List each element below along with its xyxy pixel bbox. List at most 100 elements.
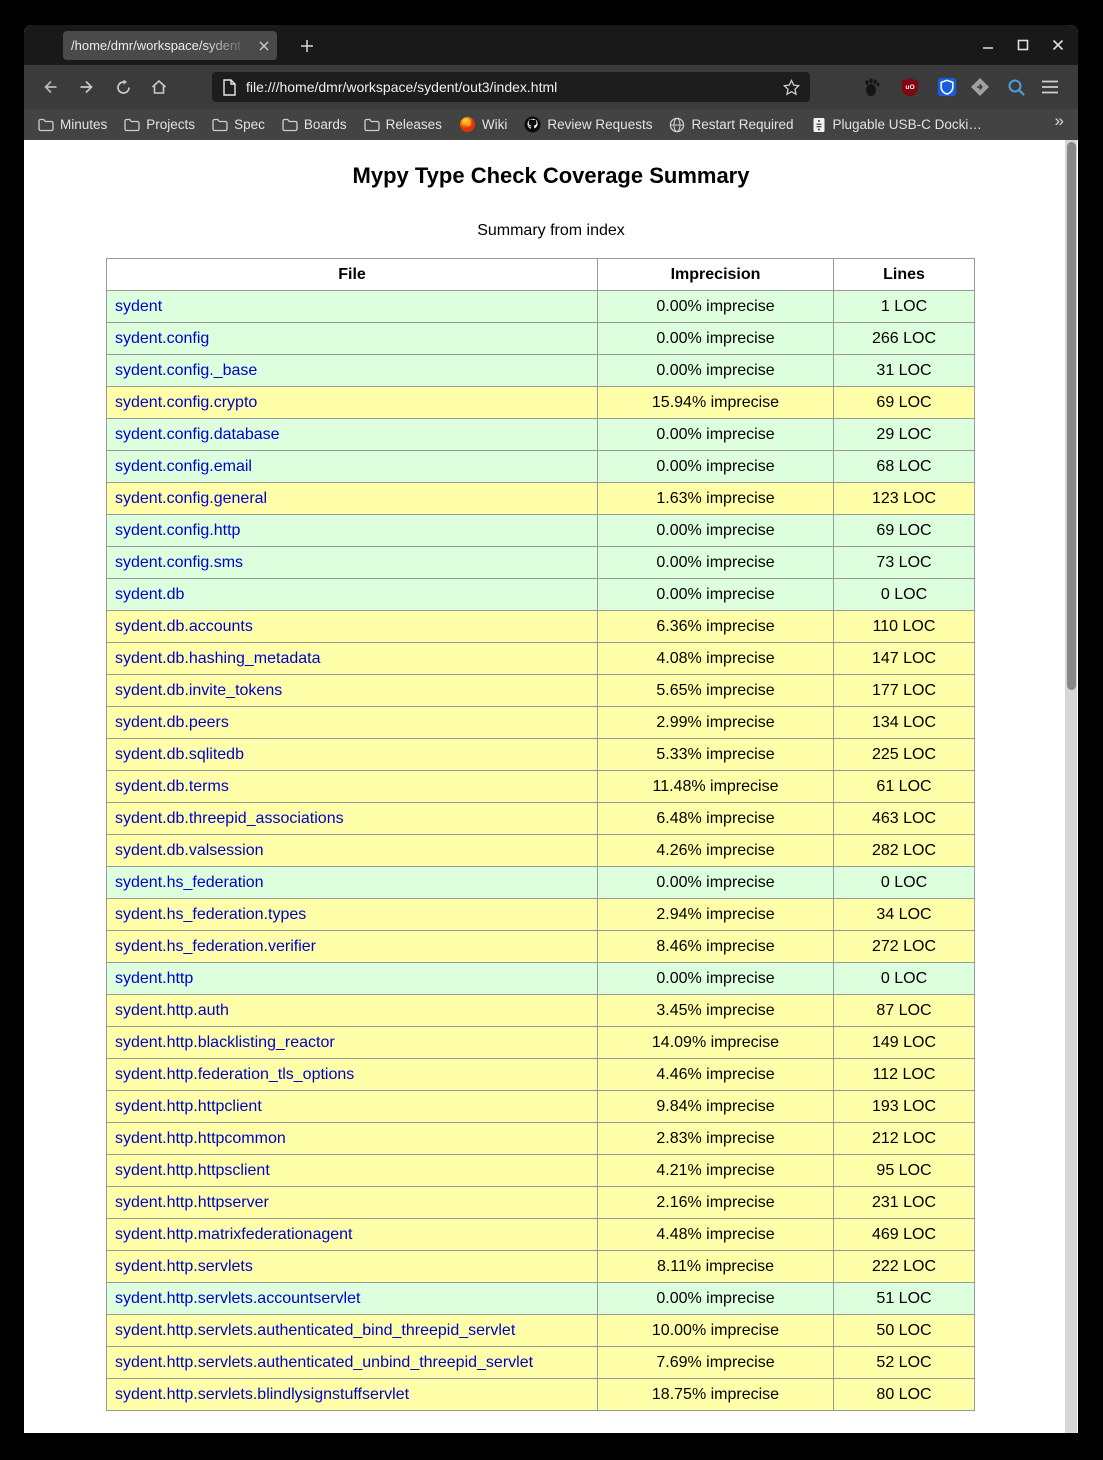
file-link[interactable]: sydent.http: [115, 969, 194, 987]
lines-cell: 231 LOC: [833, 1186, 975, 1219]
url-text[interactable]: file:///home/dmr/workspace/sydent/out3/i…: [246, 79, 558, 95]
file-cell: sydent.hs_federation: [106, 866, 598, 899]
bookmark-star-icon[interactable]: [783, 78, 800, 96]
bookmark-item[interactable]: Restart Required: [669, 117, 794, 133]
search-button[interactable]: [1004, 75, 1028, 99]
bookmark-item[interactable]: Projects: [124, 117, 195, 132]
file-link[interactable]: sydent.http.blacklisting_reactor: [115, 1033, 335, 1051]
file-link[interactable]: sydent.http.matrixfederationagent: [115, 1225, 353, 1243]
file-link[interactable]: sydent.db.accounts: [115, 617, 253, 635]
file-link[interactable]: sydent.db.invite_tokens: [115, 681, 283, 699]
page-icon: [223, 78, 236, 96]
file-cell: sydent.db.invite_tokens: [106, 674, 598, 707]
navigation-toolbar: file:///home/dmr/workspace/sydent/out3/i…: [24, 65, 1078, 109]
table-row: sydent.hs_federation.verifier 8.46% impre…: [106, 930, 975, 963]
bookmark-item[interactable]: Spec: [212, 117, 265, 132]
scrollbar[interactable]: [1065, 140, 1077, 1433]
file-link[interactable]: sydent.http.servlets.blindlysignstuffser…: [115, 1385, 410, 1403]
file-link[interactable]: sydent.config.database: [115, 425, 280, 443]
file-link[interactable]: sydent.config.sms: [115, 553, 244, 571]
file-link[interactable]: sydent.db.valsession: [115, 841, 264, 859]
scrollbar-thumb[interactable]: [1066, 142, 1076, 690]
bookmark-label: Minutes: [60, 117, 108, 132]
gnome-foot-extension-button[interactable]: [860, 75, 884, 99]
lines-cell: 80 LOC: [833, 1378, 975, 1411]
back-icon: [44, 80, 57, 94]
file-link[interactable]: sydent.config: [115, 329, 210, 347]
lines-cell: 272 LOC: [833, 930, 975, 963]
file-link[interactable]: sydent.config._base: [115, 361, 258, 379]
lines-cell: 266 LOC: [833, 322, 975, 355]
browser-tab[interactable]: /home/dmr/workspace/sydent: [63, 31, 277, 60]
file-cell: sydent: [106, 290, 598, 323]
menu-button[interactable]: [1038, 75, 1062, 99]
bookmark-item[interactable]: Releases: [363, 117, 442, 132]
file-link[interactable]: sydent.config.general: [115, 489, 268, 507]
file-link[interactable]: sydent: [115, 297, 163, 315]
url-bar[interactable]: file:///home/dmr/workspace/sydent/out3/i…: [212, 72, 810, 102]
imprecision-cell: 0.00% imprecise: [597, 418, 834, 451]
file-link[interactable]: sydent.db.hashing_metadata: [115, 649, 321, 667]
file-link[interactable]: sydent.http.servlets.authenticated_unbin…: [115, 1353, 534, 1371]
back-button[interactable]: [34, 71, 66, 103]
lines-cell: 222 LOC: [833, 1250, 975, 1283]
bookmark-item[interactable]: Boards: [282, 117, 347, 132]
file-link[interactable]: sydent.db.peers: [115, 713, 229, 731]
bookmark-item[interactable]: Review Requests: [524, 116, 652, 133]
file-link[interactable]: sydent.http.servlets: [115, 1257, 253, 1275]
reload-button[interactable]: [107, 71, 139, 103]
close-icon[interactable]: [1052, 39, 1064, 51]
bookmark-item[interactable]: Wiki: [459, 116, 507, 133]
file-link[interactable]: sydent.config.http: [115, 521, 241, 539]
file-link[interactable]: sydent.http.httpsclient: [115, 1161, 270, 1179]
file-cell: sydent.http.servlets.blindlysignstuffser…: [106, 1378, 598, 1411]
file-link[interactable]: sydent.hs_federation: [115, 873, 264, 891]
minimize-icon[interactable]: [982, 39, 994, 51]
file-link[interactable]: sydent.http.servlets.authenticated_bind_…: [115, 1321, 516, 1339]
imprecision-cell: 0.00% imprecise: [597, 1282, 834, 1315]
file-cell: sydent.http.auth: [106, 994, 598, 1027]
new-tab-button[interactable]: [294, 33, 320, 59]
file-cell: sydent.http.httpserver: [106, 1186, 598, 1219]
bookmarks-overflow-chevron-icon[interactable]: »: [1054, 111, 1064, 130]
imprecision-cell: 1.63% imprecise: [597, 482, 834, 515]
imprecision-cell: 4.21% imprecise: [597, 1154, 834, 1187]
forward-button[interactable]: [71, 71, 103, 103]
lines-cell: 123 LOC: [833, 482, 975, 515]
file-cell: sydent.config.crypto: [106, 386, 598, 419]
file-link[interactable]: sydent.config.crypto: [115, 393, 258, 411]
table-row: sydent.db.hashing_metadata 4.08% imprecis…: [106, 642, 975, 675]
file-link[interactable]: sydent.http.servlets.accountservlet: [115, 1289, 361, 1307]
imprecision-cell: 18.75% imprecise: [597, 1378, 834, 1411]
file-link[interactable]: sydent.http.httpclient: [115, 1097, 262, 1115]
file-link[interactable]: sydent.http.federation_tls_options: [115, 1065, 355, 1083]
tab-close-icon[interactable]: [259, 41, 269, 51]
file-link[interactable]: sydent.http.httpcommon: [115, 1129, 286, 1147]
bitwarden-icon: [937, 77, 957, 97]
file-cell: sydent.http.servlets.authenticated_bind_…: [106, 1314, 598, 1347]
file-link[interactable]: sydent.http.httpserver: [115, 1193, 269, 1211]
imprecision-cell: 5.33% imprecise: [597, 738, 834, 771]
lines-cell: 134 LOC: [833, 706, 975, 739]
lines-cell: 212 LOC: [833, 1122, 975, 1155]
file-link[interactable]: sydent.db.threepid_associations: [115, 809, 344, 827]
file-link[interactable]: sydent.config.email: [115, 457, 252, 475]
maximize-icon[interactable]: [1017, 39, 1029, 51]
file-link[interactable]: sydent.db.terms: [115, 777, 229, 795]
imprecision-cell: 8.11% imprecise: [597, 1250, 834, 1283]
bookmark-item[interactable]: Plugable USB-C Docki…: [811, 117, 982, 133]
file-link[interactable]: sydent.hs_federation.types: [115, 905, 307, 923]
file-link[interactable]: sydent.hs_federation.verifier: [115, 937, 316, 955]
imprecision-cell: 9.84% imprecise: [597, 1090, 834, 1123]
bookmark-label: Review Requests: [547, 117, 653, 132]
file-link[interactable]: sydent.db: [115, 585, 185, 603]
bookmark-item[interactable]: Minutes: [38, 117, 107, 132]
gray-extension-button[interactable]: [968, 75, 992, 99]
imprecision-cell: 0.00% imprecise: [597, 578, 834, 611]
home-button[interactable]: [143, 71, 175, 103]
file-link[interactable]: sydent.db.sqlitedb: [115, 745, 244, 763]
ublock-origin-extension-button[interactable]: uO: [898, 75, 922, 99]
file-link[interactable]: sydent.http.auth: [115, 1001, 229, 1019]
bitwarden-extension-button[interactable]: [935, 75, 959, 99]
file-cell: sydent.db.sqlitedb: [106, 738, 598, 771]
